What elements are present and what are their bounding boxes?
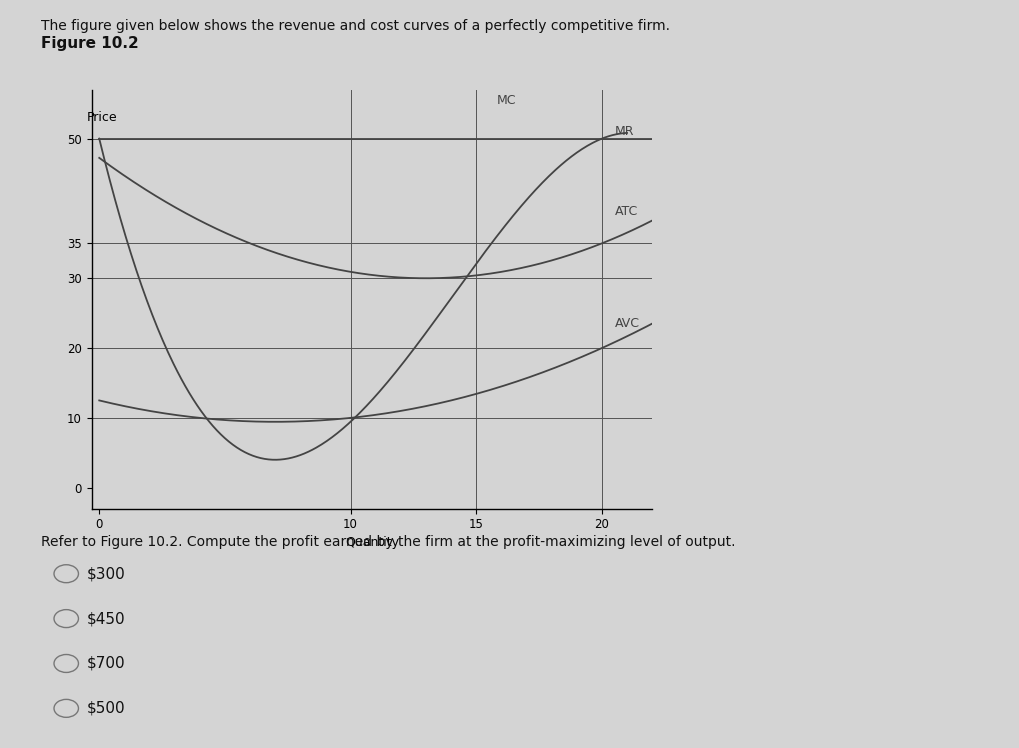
- Text: ATC: ATC: [614, 206, 638, 218]
- Text: $500: $500: [87, 701, 125, 716]
- X-axis label: Quantity: Quantity: [345, 536, 398, 548]
- Text: Figure 10.2: Figure 10.2: [41, 36, 139, 51]
- Text: $300: $300: [87, 566, 125, 581]
- Text: AVC: AVC: [614, 317, 640, 330]
- Text: $450: $450: [87, 611, 125, 626]
- Text: Refer to Figure 10.2. Compute the profit earned by the firm at the profit-maximi: Refer to Figure 10.2. Compute the profit…: [41, 535, 736, 549]
- Text: MC: MC: [496, 94, 517, 107]
- Text: Price: Price: [87, 111, 117, 123]
- Text: $700: $700: [87, 656, 125, 671]
- Text: MR: MR: [614, 125, 634, 138]
- Text: The figure given below shows the revenue and cost curves of a perfectly competit: The figure given below shows the revenue…: [41, 19, 669, 33]
